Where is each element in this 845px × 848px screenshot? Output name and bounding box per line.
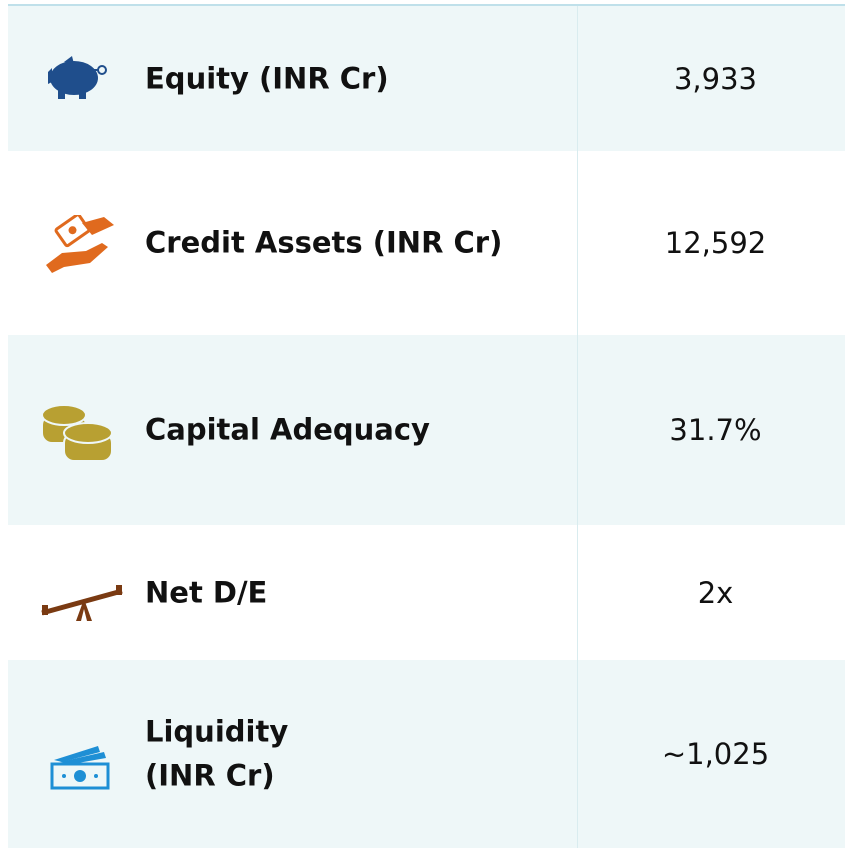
hand-money-icon: [46, 215, 114, 273]
row: Capital Adequacy 31.7%: [8, 335, 845, 525]
row-label: Credit Assets (INR Cr): [145, 225, 503, 260]
row-value: 2x: [697, 575, 734, 610]
row-label: Capital Adequacy: [145, 412, 430, 447]
row-value: 12,592: [664, 226, 767, 260]
row: Credit Assets (INR Cr) 12,592: [8, 151, 845, 335]
row-value: 31.7%: [669, 413, 762, 447]
row-value: 3,933: [673, 61, 758, 96]
row: Liquidity (INR Cr) ~1,025: [8, 660, 845, 848]
seesaw-icon: [41, 585, 123, 621]
row-value: ~1,025: [661, 737, 770, 771]
row: Equity (INR Cr) 3,933: [8, 6, 845, 151]
row-label: Equity (INR Cr): [145, 60, 389, 95]
column-divider: [577, 6, 578, 848]
top-border: [8, 4, 845, 6]
coins-icon: [41, 404, 113, 462]
row: Net D/E 2x: [8, 525, 845, 660]
row-label: Liquidity (INR Cr): [145, 714, 289, 793]
row-label: Net D/E: [145, 574, 268, 609]
piggy-bank-icon: [48, 56, 107, 99]
cash-icon: [50, 746, 110, 790]
